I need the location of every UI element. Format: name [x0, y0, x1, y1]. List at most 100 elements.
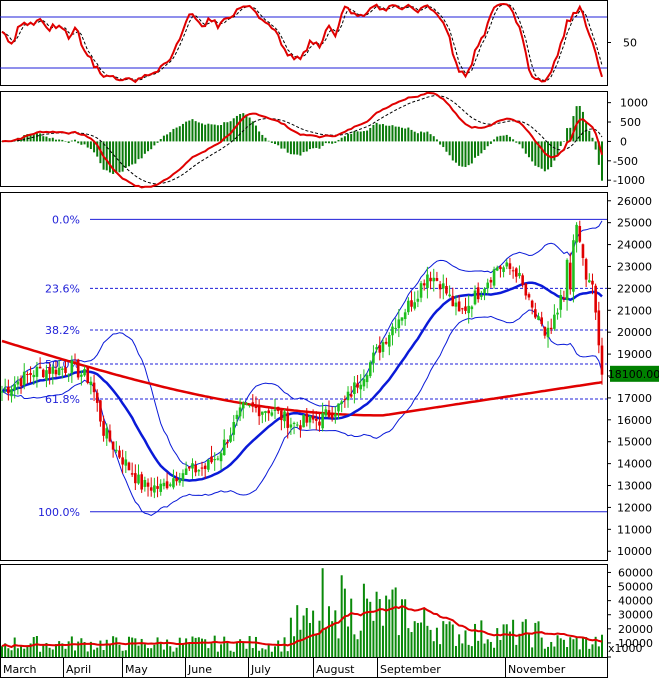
panel-frame-macd	[0, 91, 608, 187]
candle-body	[76, 359, 80, 378]
bollinger-lower	[1, 309, 603, 516]
volume-bar	[381, 625, 384, 657]
volume-bar	[324, 627, 327, 657]
candle-body	[172, 478, 175, 488]
candle-body	[64, 367, 67, 373]
volume-bar	[432, 641, 435, 657]
volume-bar	[4, 643, 7, 657]
macd-histogram-bar	[121, 141, 124, 172]
price-ytick-label: 21000	[617, 304, 652, 317]
volume-bar	[547, 646, 550, 657]
macd-histogram-bar	[223, 122, 226, 142]
macd-histogram-bar	[502, 135, 505, 142]
volume-bar	[448, 621, 451, 657]
candle-body	[232, 422, 236, 435]
macd-histogram-bar	[566, 128, 569, 142]
macd-histogram-bar	[127, 141, 130, 167]
volume-bar	[197, 637, 200, 657]
volume-bar	[277, 640, 280, 657]
volume-bar	[267, 643, 270, 657]
macd-histogram-bar	[429, 134, 432, 142]
volume-bar	[401, 599, 403, 657]
candle-body	[273, 409, 277, 412]
volume-bar	[321, 568, 324, 657]
macd-histogram-bar	[153, 141, 156, 146]
price-ytick-label: 22000	[617, 282, 652, 295]
volume-ytick-label: 50000	[618, 581, 653, 594]
candle-body	[54, 369, 58, 375]
ma-long-line	[1, 339, 603, 417]
volume-bar	[86, 651, 89, 657]
macd-histogram-bar	[518, 141, 521, 145]
volume-bar	[388, 599, 391, 657]
macd-histogram-bar	[540, 141, 543, 169]
price-ytick-label: 15000	[617, 436, 652, 449]
macd-histogram-bar	[591, 137, 594, 142]
macd-histogram-bar	[550, 141, 553, 168]
candle-body	[349, 394, 353, 397]
candle-body	[13, 384, 16, 391]
candle-body	[194, 464, 197, 473]
volume-bar	[178, 637, 181, 657]
macd-histogram-bar	[169, 132, 172, 142]
candle-body	[521, 275, 524, 285]
volume-bar	[162, 649, 165, 657]
macd-histogram-bar	[585, 122, 588, 142]
candle-body	[99, 400, 102, 422]
volume-bar	[280, 651, 283, 657]
candle-body	[422, 283, 426, 286]
candle-body	[200, 467, 204, 469]
candle-body	[356, 383, 359, 388]
candle-body	[534, 309, 537, 318]
macd-histogram-bar	[454, 141, 457, 163]
candle-body	[140, 474, 143, 490]
volume-bar	[96, 647, 99, 657]
macd-histogram-bar	[159, 139, 162, 142]
candle-body	[581, 244, 585, 258]
macd-histogram-bar	[537, 141, 540, 168]
candle-body	[10, 389, 13, 397]
macd-histogram-bar	[308, 141, 311, 150]
ma-mid-line	[1, 281, 603, 482]
macd-histogram-bar	[23, 135, 26, 142]
volume-bar	[356, 639, 359, 657]
volume-bar	[508, 631, 511, 657]
volume-bar	[556, 635, 559, 657]
price-ytick-label: 10000	[617, 545, 652, 558]
volume-bar	[502, 624, 505, 657]
volume-bar	[581, 637, 584, 657]
candle-body	[86, 366, 90, 383]
candle-body	[416, 298, 420, 302]
macd-histogram-bar	[432, 136, 435, 142]
candle-body	[19, 378, 23, 386]
macd-histogram-bar	[423, 132, 426, 142]
volume-bar	[181, 644, 184, 657]
candle-body	[229, 435, 232, 442]
candle-body	[403, 312, 407, 320]
volume-bar	[201, 638, 203, 657]
macd-histogram-bar	[318, 141, 321, 149]
candle-body	[305, 413, 309, 423]
macd-histogram-bar	[270, 141, 273, 143]
month-label: May	[125, 663, 148, 676]
macd-histogram-bar	[337, 139, 340, 142]
macd-panel: 1000 500 0 -500 -1000	[1, 91, 648, 189]
macd-histogram-bar	[515, 141, 518, 143]
volume-bar	[1, 646, 3, 657]
x-axis: March April May June July August September Nove…	[0, 657, 566, 677]
volume-bar	[121, 650, 124, 657]
candle-body	[95, 392, 99, 403]
candle-body	[216, 458, 220, 460]
volume-bar	[524, 619, 527, 657]
volume-bar	[283, 637, 286, 657]
volume-bar	[518, 633, 521, 657]
macd-histogram-bar	[131, 141, 134, 165]
candle-body	[270, 412, 274, 416]
volume-bar	[527, 634, 530, 657]
macd-histogram-bar	[105, 141, 108, 171]
volume-bar	[74, 650, 77, 657]
candle-body	[572, 240, 575, 292]
candle-body	[276, 406, 280, 411]
price-ytick-label: 11000	[617, 523, 652, 536]
volume-bar	[293, 636, 296, 657]
